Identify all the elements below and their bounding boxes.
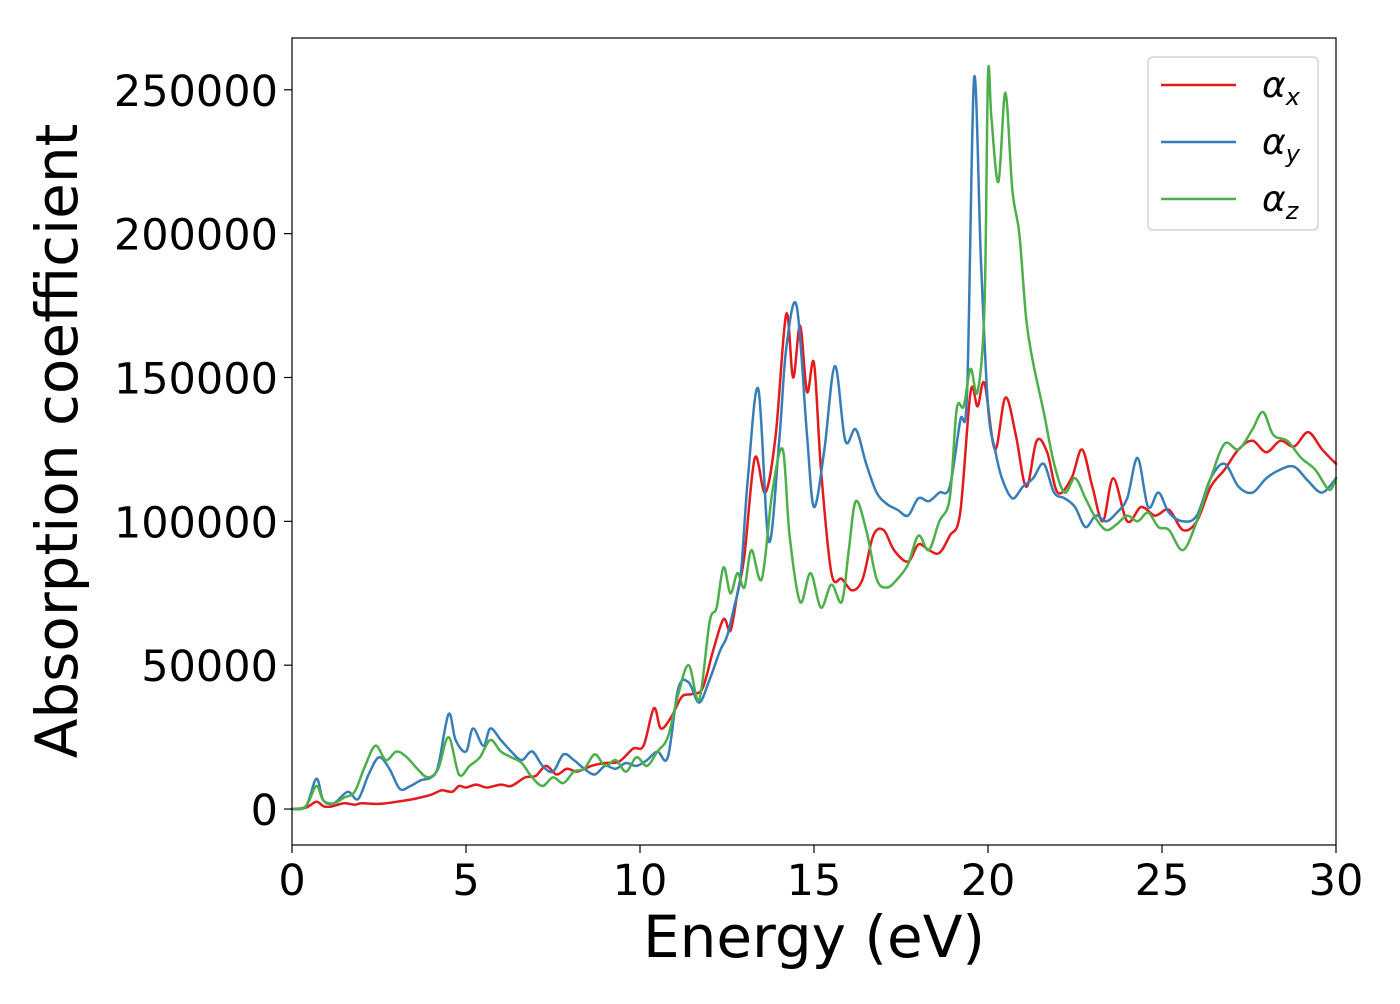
y-tick-label: 250000 (114, 67, 278, 117)
legend-label-z: αz (1262, 179, 1300, 225)
x-axis-label: Energy (eV) (643, 903, 985, 971)
legend-label-y: αy (1262, 122, 1301, 168)
legend: αx αy αz (1147, 56, 1319, 231)
x-axis-ticks: 0 5 10 15 20 25 30 (278, 845, 1363, 906)
y-tick-label: 50000 (141, 642, 278, 692)
x-tick-label: 15 (787, 856, 842, 906)
x-tick-label: 10 (613, 856, 668, 906)
legend-box (1147, 56, 1319, 231)
x-tick-label: 30 (1309, 856, 1364, 906)
y-tick-label: 200000 (114, 211, 278, 261)
series-line-y (290, 74, 1338, 811)
x-tick-label: 20 (961, 856, 1016, 906)
series-line-x (290, 312, 1338, 811)
series-layer (290, 65, 1338, 811)
y-axis-ticks: 0 50000 100000 150000 200000 250000 (114, 67, 292, 836)
x-tick-label: 25 (1135, 856, 1190, 906)
x-tick-label: 5 (452, 856, 479, 906)
y-axis-label: Absorption coefficient (23, 124, 91, 759)
y-tick-label: 100000 (114, 498, 278, 548)
y-tick-label: 150000 (114, 354, 278, 404)
series-line-z (290, 65, 1338, 811)
x-tick-label: 0 (278, 856, 305, 906)
legend-label-x: αx (1262, 65, 1301, 111)
y-tick-label: 0 (251, 786, 278, 836)
